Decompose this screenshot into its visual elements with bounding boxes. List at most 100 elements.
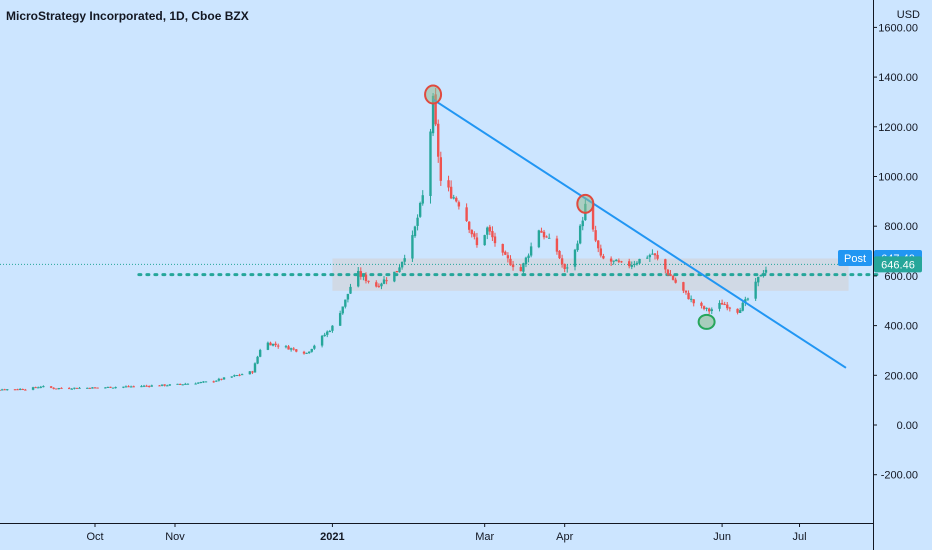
candle[interactable] [13, 389, 17, 391]
candle[interactable] [380, 282, 383, 290]
candle[interactable] [197, 382, 200, 384]
candle[interactable] [142, 384, 146, 388]
candle[interactable] [692, 299, 695, 307]
candle[interactable] [277, 343, 280, 349]
candle[interactable] [581, 216, 584, 231]
candle[interactable] [486, 226, 489, 240]
candle[interactable] [362, 273, 365, 281]
candle[interactable] [202, 381, 205, 383]
candle[interactable] [91, 387, 94, 389]
candle[interactable] [307, 351, 311, 354]
candle[interactable] [52, 387, 55, 390]
candle[interactable] [93, 387, 97, 389]
candle[interactable] [78, 386, 81, 389]
high-marker[interactable] [424, 84, 443, 105]
candle[interactable] [295, 349, 298, 353]
candle[interactable] [671, 274, 675, 281]
candle[interactable] [483, 234, 486, 246]
candle[interactable] [147, 385, 151, 388]
candle[interactable] [413, 225, 417, 238]
candle[interactable] [158, 385, 161, 387]
candle[interactable] [467, 221, 471, 234]
candle[interactable] [367, 280, 370, 284]
candle[interactable] [323, 332, 326, 337]
candle[interactable] [222, 377, 226, 380]
candle[interactable] [705, 307, 708, 312]
candle[interactable] [235, 374, 239, 377]
candle[interactable] [6, 389, 9, 391]
candle[interactable] [638, 258, 641, 265]
candle[interactable] [470, 229, 473, 238]
candle[interactable] [646, 255, 649, 259]
candle[interactable] [127, 385, 130, 388]
candle[interactable] [377, 283, 381, 288]
candle[interactable] [217, 377, 221, 382]
candle[interactable] [111, 387, 115, 389]
candle[interactable] [648, 253, 652, 262]
candle[interactable] [522, 262, 525, 276]
candle[interactable] [106, 386, 110, 388]
candle[interactable] [16, 388, 19, 391]
candle[interactable] [651, 249, 654, 255]
candle[interactable] [328, 329, 332, 333]
high-marker[interactable] [576, 193, 595, 214]
candle[interactable] [542, 229, 546, 240]
candle[interactable] [488, 224, 492, 236]
candle[interactable] [163, 384, 166, 387]
candle[interactable] [70, 388, 73, 390]
candle[interactable] [57, 387, 61, 390]
candle[interactable] [524, 256, 528, 268]
candle[interactable] [302, 350, 306, 355]
candle[interactable] [230, 376, 233, 378]
candle[interactable] [664, 258, 667, 274]
candle[interactable] [0, 388, 1, 391]
candle[interactable] [403, 254, 406, 266]
candle[interactable] [537, 229, 541, 249]
candle[interactable] [620, 260, 623, 263]
candle[interactable] [506, 252, 510, 263]
candle[interactable] [256, 355, 259, 365]
candle[interactable] [560, 254, 564, 268]
candle[interactable] [194, 382, 197, 385]
candle[interactable] [723, 301, 726, 306]
candle[interactable] [357, 266, 360, 288]
candle[interactable] [666, 268, 670, 277]
candle[interactable] [284, 344, 288, 349]
candle[interactable] [269, 341, 272, 346]
candle[interactable] [248, 370, 252, 375]
candle[interactable] [338, 310, 342, 326]
candle[interactable] [24, 388, 27, 391]
candle[interactable] [429, 128, 432, 204]
candle[interactable] [702, 305, 706, 311]
candle[interactable] [473, 231, 476, 240]
candle[interactable] [346, 293, 350, 303]
candle[interactable] [114, 386, 117, 389]
candle[interactable] [475, 232, 479, 248]
candle[interactable] [31, 386, 35, 391]
candle[interactable] [540, 227, 543, 233]
candle[interactable] [109, 386, 112, 388]
candle[interactable] [529, 242, 533, 258]
candle[interactable] [140, 385, 143, 388]
candle[interactable] [104, 387, 107, 389]
candle[interactable] [145, 384, 148, 387]
candle[interactable] [726, 302, 729, 311]
candle[interactable] [602, 253, 605, 260]
candle[interactable] [271, 343, 275, 347]
candle[interactable] [609, 256, 613, 266]
candle[interactable] [313, 344, 316, 350]
candle[interactable] [37, 386, 40, 389]
candle[interactable] [455, 196, 458, 203]
candle[interactable] [558, 250, 561, 260]
candle[interactable] [555, 235, 559, 255]
candle[interactable] [39, 385, 43, 389]
candle[interactable] [18, 388, 22, 391]
candle[interactable] [124, 385, 128, 388]
candle[interactable] [292, 347, 295, 351]
candle[interactable] [34, 386, 37, 389]
candle[interactable] [617, 258, 621, 264]
candle[interactable] [547, 233, 551, 239]
candle[interactable] [736, 308, 739, 315]
candle[interactable] [178, 383, 182, 385]
